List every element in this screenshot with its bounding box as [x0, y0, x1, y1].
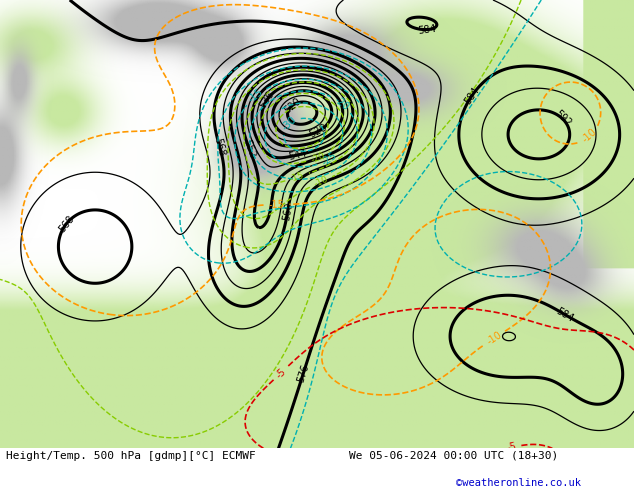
Text: -25: -25	[320, 150, 339, 168]
Text: 584: 584	[418, 24, 437, 36]
Text: 592: 592	[552, 109, 573, 129]
Text: Height/Temp. 500 hPa [gdmp][°C] ECMWF: Height/Temp. 500 hPa [gdmp][°C] ECMWF	[6, 451, 256, 461]
Text: -10: -10	[485, 330, 503, 346]
Text: 552: 552	[241, 138, 257, 159]
Text: 528: 528	[307, 122, 328, 140]
Text: -5: -5	[274, 366, 288, 380]
Text: -20: -20	[309, 150, 327, 164]
Text: 560: 560	[281, 202, 294, 222]
Text: -15: -15	[288, 171, 306, 184]
Text: 520: 520	[282, 96, 303, 115]
Text: -10: -10	[581, 127, 599, 145]
Text: 584: 584	[555, 306, 576, 323]
Text: -5: -5	[506, 441, 517, 453]
Text: 568: 568	[212, 137, 227, 157]
Text: -20: -20	[332, 95, 351, 112]
Text: -30: -30	[280, 115, 299, 133]
Text: 576: 576	[296, 363, 311, 384]
Text: 536: 536	[257, 90, 276, 110]
Text: We 05-06-2024 00:00 UTC (18+30): We 05-06-2024 00:00 UTC (18+30)	[349, 451, 558, 461]
Text: 544: 544	[287, 148, 307, 162]
Text: ©weatheronline.co.uk: ©weatheronline.co.uk	[456, 478, 581, 488]
Text: -10: -10	[313, 175, 330, 189]
Text: -15: -15	[247, 87, 265, 105]
Text: 568: 568	[57, 213, 76, 234]
Text: -15: -15	[268, 199, 285, 210]
Text: 584: 584	[463, 85, 481, 106]
